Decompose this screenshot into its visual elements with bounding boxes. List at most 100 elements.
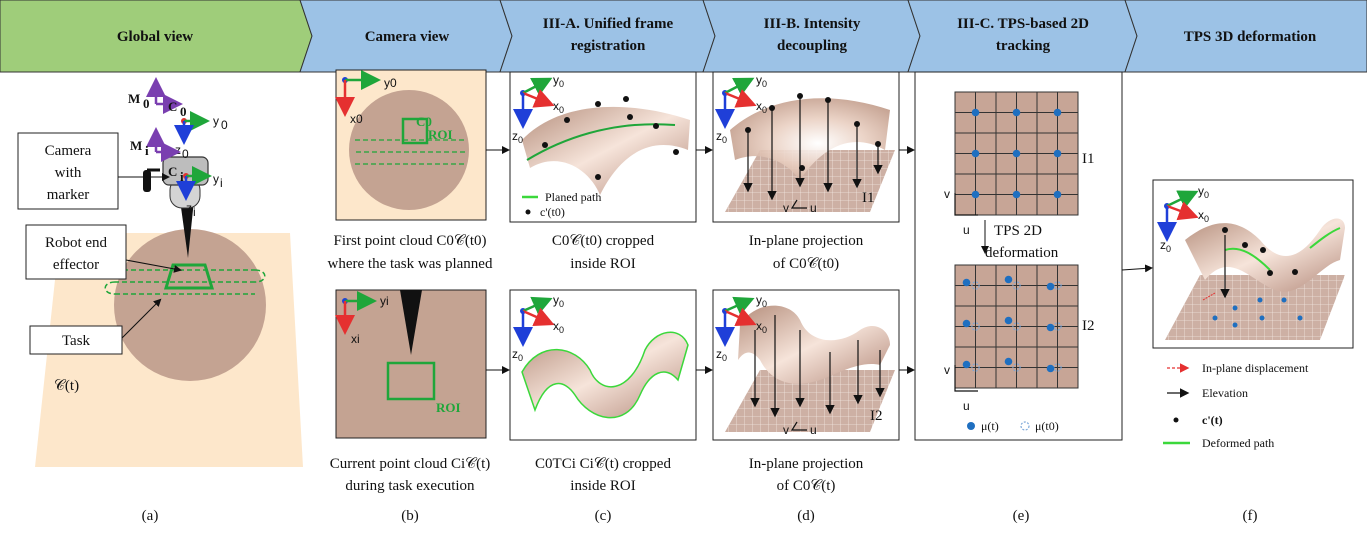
caption-b-bottom-1: Current point cloud Ci𝒞(t)	[330, 456, 491, 472]
grid-point-reference	[971, 322, 980, 331]
svg-text:z0: z0	[716, 129, 727, 145]
caption-c-bottom-1: C0TCi Ci𝒞(t) cropped	[535, 456, 671, 472]
svg-text:with: with	[55, 165, 82, 181]
grid-point	[1053, 190, 1062, 199]
cloud-label: 𝒞(t)	[54, 378, 79, 394]
header-title-iiic-2: tracking	[996, 38, 1051, 54]
grid-point-deformed	[1004, 316, 1013, 325]
header-title-iiib: III-B. Intensity	[764, 16, 861, 32]
svg-text:x0: x0	[756, 99, 767, 115]
svg-text:y0: y0	[1198, 184, 1209, 200]
grid-point-deformed	[962, 319, 971, 328]
legend-f: In-plane displacement Elevation c'(t) De…	[1163, 361, 1309, 450]
svg-text:x0: x0	[756, 319, 767, 335]
svg-text:z0: z0	[1160, 238, 1171, 254]
caption-d-top-2: of C0𝒞(t0)	[773, 256, 839, 272]
svg-text:i: i	[220, 176, 223, 190]
skin-surface	[114, 229, 266, 381]
header-title-camera: Camera view	[365, 29, 450, 45]
legend-deformed-path: Deformed path	[1202, 436, 1274, 450]
svg-text:C: C	[168, 164, 177, 179]
legend-mu-t: μ(t)	[981, 419, 999, 433]
header-title-iiic: III-C. TPS-based 2D	[957, 16, 1089, 32]
svg-text:x0: x0	[553, 319, 564, 335]
svg-text:xi: xi	[351, 332, 360, 346]
svg-text:effector: effector	[53, 257, 99, 273]
svg-text:v: v	[783, 201, 789, 215]
svg-text:v: v	[944, 187, 950, 201]
label-box-task	[29, 325, 123, 355]
svg-text:y0: y0	[553, 73, 564, 89]
grid-point-reference	[1012, 322, 1021, 331]
svg-text:0: 0	[143, 96, 150, 111]
legend-planed-path: Planed path	[545, 190, 601, 204]
svg-text:TPS 2D: TPS 2D	[994, 223, 1042, 239]
header-title-iiib-2: decoupling	[777, 38, 848, 54]
label-box-camera	[17, 132, 119, 210]
label-box-effector	[25, 224, 127, 280]
panel-f: y0 x0 z0	[1152, 179, 1354, 349]
header-iiib	[702, 0, 921, 73]
svg-text:v: v	[944, 363, 950, 377]
header-title-iiia-2: registration	[571, 38, 646, 54]
sublabel-b: (b)	[401, 508, 419, 524]
grid-point	[1053, 108, 1062, 117]
panel-b-bottom: ROI yi xi	[335, 289, 487, 439]
svg-text:(e): (e)	[1013, 508, 1030, 524]
roi-box	[386, 361, 436, 401]
svg-text:i: i	[193, 205, 196, 219]
grid-point-deformed	[1004, 275, 1013, 284]
svg-text:C0: C0	[416, 114, 432, 129]
header-title-tps3d: TPS 3D deformation	[1184, 29, 1317, 45]
svg-text:u: u	[963, 223, 970, 237]
grid-point-deformed	[1046, 282, 1055, 291]
svg-text:z: z	[186, 201, 192, 215]
grid-point-deformed	[1046, 323, 1055, 332]
grid-point-deformed	[962, 278, 971, 287]
svg-text:y0: y0	[553, 293, 564, 309]
svg-text:z0: z0	[716, 347, 727, 363]
caption-d-bottom-1: In-plane projection	[749, 456, 864, 472]
header-tps3d	[1124, 0, 1367, 73]
svg-text:y0: y0	[384, 76, 397, 90]
caption-d-top-1: In-plane projection	[749, 233, 864, 249]
svg-text:M: M	[128, 91, 140, 106]
grid-point	[1012, 190, 1021, 199]
header-title-global: Global view	[117, 29, 193, 45]
svg-text:y0: y0	[756, 293, 767, 309]
svg-text:M: M	[130, 138, 142, 153]
svg-text:ROI: ROI	[428, 127, 453, 142]
caption-b-top-2: where the task was planned	[328, 256, 493, 272]
grid-point	[971, 108, 980, 117]
sublabel-f: (f)	[1243, 508, 1258, 524]
header-bar: Global view Camera view III-A. Unified f…	[0, 0, 1367, 73]
svg-text:i: i	[180, 169, 184, 184]
caption-b-bottom-2: during task execution	[345, 478, 475, 494]
svg-text:yi: yi	[380, 294, 389, 308]
grid-point	[971, 190, 980, 199]
svg-text:x0: x0	[1198, 208, 1209, 224]
panel-d-top: y0 x0 z0 v u I1	[712, 71, 900, 223]
caption-b-top-1: First point cloud C0𝒞(t0)	[333, 233, 486, 249]
svg-text:0: 0	[221, 118, 228, 132]
grid-point	[971, 149, 980, 158]
panel-d-bottom: y0 x0 z0 v u I2	[712, 289, 900, 441]
svg-text:ROI: ROI	[436, 400, 461, 415]
grid-point-deformed	[1004, 357, 1013, 366]
svg-text:deformation: deformation	[985, 245, 1059, 261]
svg-text:z0: z0	[512, 347, 523, 363]
svg-text:x0: x0	[553, 99, 564, 115]
svg-text:x0: x0	[350, 112, 363, 126]
frame-m0: M 0	[128, 77, 183, 114]
grid-point-deformed	[1046, 364, 1055, 373]
legend-elevation: Elevation	[1202, 386, 1248, 400]
panel-e: I1 I2 v u v u TPS 2D deformation μ(t) μ(t0…	[914, 71, 1123, 441]
svg-text:Robot end: Robot end	[45, 235, 108, 251]
legend-in-plane: In-plane displacement	[1202, 361, 1309, 375]
panel-c-top: y0 x0 z0 Planed path c'(t0)	[509, 71, 697, 223]
svg-text:0: 0	[182, 147, 189, 161]
svg-text:u: u	[963, 399, 970, 413]
